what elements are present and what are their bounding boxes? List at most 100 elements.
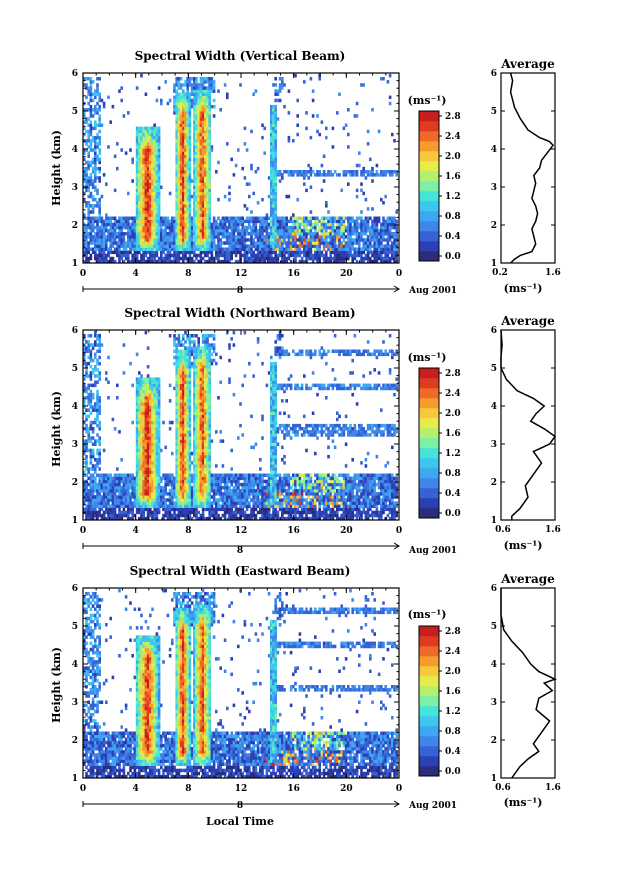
heatmap-cell bbox=[160, 235, 163, 239]
heatmap-cell bbox=[113, 427, 117, 431]
heatmap-cell bbox=[256, 241, 260, 245]
heatmap-cell bbox=[83, 489, 86, 493]
panel-1-date-label: Aug 2001 bbox=[408, 286, 457, 296]
heatmap-cell bbox=[210, 225, 214, 230]
heatmap-cell bbox=[149, 135, 152, 140]
heatmap-cell bbox=[142, 253, 145, 258]
heatmap-cell bbox=[162, 485, 165, 490]
heatmap-cell bbox=[157, 219, 161, 224]
heatmap-cell bbox=[186, 173, 189, 177]
heatmap-cell bbox=[135, 185, 139, 189]
heatmap-cell bbox=[188, 259, 192, 264]
heatmap-cell bbox=[107, 396, 110, 400]
heatmap-cell bbox=[316, 259, 319, 264]
heatmap-cell bbox=[375, 256, 379, 261]
heatmap-cell bbox=[287, 235, 291, 239]
heatmap-cell bbox=[193, 225, 196, 230]
heatmap-cell bbox=[111, 498, 115, 502]
heatmap-cell bbox=[89, 126, 93, 131]
heatmap-cell bbox=[298, 250, 302, 255]
heatmap-cell bbox=[142, 482, 145, 487]
heatmap-cell bbox=[164, 232, 167, 236]
heatmap-cell bbox=[177, 139, 181, 143]
heatmap-cell bbox=[146, 346, 150, 350]
heatmap-cell bbox=[272, 123, 275, 127]
heatmap-cell bbox=[157, 132, 161, 137]
heatmap-cell bbox=[272, 194, 275, 199]
heatmap-cell bbox=[94, 247, 97, 251]
heatmap-cell bbox=[338, 228, 341, 233]
heatmap-cell bbox=[245, 148, 249, 152]
heatmap-cell bbox=[184, 191, 187, 196]
heatmap-cell bbox=[171, 219, 174, 224]
heatmap-cell bbox=[140, 160, 143, 165]
heatmap-cell bbox=[144, 201, 148, 205]
heatmap-cell bbox=[166, 492, 170, 496]
heatmap-cell bbox=[96, 253, 99, 258]
heatmap-cell bbox=[333, 241, 337, 245]
heatmap-cell bbox=[138, 408, 141, 412]
heatmap-cell bbox=[146, 399, 150, 403]
heatmap-cell bbox=[87, 86, 90, 90]
heatmap-cell bbox=[135, 201, 139, 205]
heatmap-cell bbox=[360, 222, 363, 227]
heatmap-cell bbox=[360, 219, 363, 224]
heatmap-cell bbox=[153, 507, 156, 512]
heatmap-cell bbox=[85, 498, 88, 502]
heatmap-cell bbox=[91, 166, 95, 171]
heatmap-cell bbox=[349, 170, 352, 174]
heatmap-cell bbox=[349, 219, 352, 224]
heatmap-cell bbox=[118, 476, 121, 481]
heatmap-cell bbox=[298, 228, 302, 233]
heatmap-cell bbox=[155, 163, 159, 168]
heatmap-cell bbox=[157, 501, 161, 505]
heatmap-cell bbox=[155, 516, 159, 521]
heatmap-cell bbox=[94, 510, 97, 515]
panel-3-xlabel: Local Time bbox=[206, 815, 274, 828]
heatmap-cell bbox=[338, 238, 341, 242]
heatmap-cell bbox=[309, 77, 313, 81]
heatmap-cell bbox=[83, 473, 86, 477]
heatmap-cell bbox=[197, 95, 200, 100]
heatmap-cell bbox=[177, 151, 181, 155]
heatmap-cell bbox=[199, 142, 203, 146]
heatmap-cell bbox=[146, 250, 150, 255]
heatmap-cell bbox=[113, 516, 117, 521]
heatmap-cell bbox=[177, 114, 181, 118]
heatmap-cell bbox=[256, 238, 260, 242]
heatmap-cell bbox=[327, 244, 330, 248]
heatmap-cell bbox=[138, 222, 141, 227]
heatmap-cell bbox=[195, 253, 198, 258]
heatmap-cell bbox=[164, 507, 167, 512]
heatmap-cell bbox=[120, 98, 123, 103]
heatmap-cell bbox=[204, 123, 207, 127]
heatmap-cell bbox=[329, 253, 332, 258]
heatmap-cell bbox=[283, 222, 286, 227]
heatmap-cell bbox=[234, 253, 238, 258]
heatmap-cell bbox=[94, 343, 97, 347]
heatmap-cell bbox=[164, 228, 167, 233]
heatmap-cell bbox=[208, 204, 211, 208]
heatmap-cell bbox=[188, 250, 192, 255]
heatmap-cell bbox=[111, 492, 115, 496]
heatmap-cell bbox=[201, 182, 205, 186]
heatmap-cell bbox=[186, 210, 189, 214]
heatmap-cell bbox=[201, 250, 205, 255]
heatmap-cell bbox=[85, 423, 88, 428]
heatmap-cell bbox=[322, 232, 326, 236]
heatmap-cell bbox=[318, 238, 321, 242]
heatmap-cell bbox=[146, 241, 150, 245]
heatmap-cell bbox=[142, 392, 145, 397]
heatmap-cell bbox=[188, 104, 192, 109]
heatmap-cell bbox=[83, 389, 86, 394]
heatmap-cell bbox=[298, 259, 302, 264]
heatmap-cell bbox=[248, 247, 251, 251]
heatmap-cell bbox=[182, 101, 185, 106]
heatmap-cell bbox=[175, 235, 178, 239]
heatmap-cell bbox=[201, 80, 205, 84]
heatmap-cell bbox=[129, 361, 132, 366]
colorbar-tick-label: 0.4 bbox=[445, 232, 461, 242]
heatmap-cell bbox=[146, 179, 150, 183]
heatmap-cell bbox=[102, 510, 106, 515]
heatmap-cell bbox=[98, 108, 101, 112]
